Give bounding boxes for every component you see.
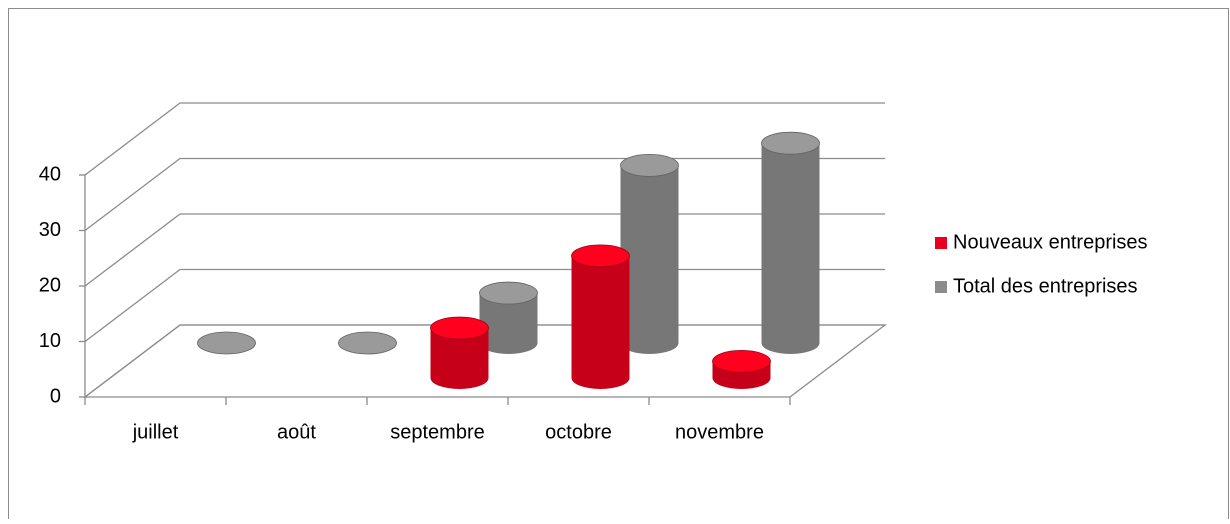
cylinder-part bbox=[430, 316, 489, 340]
x-tick-label: juillet bbox=[132, 421, 179, 443]
x-tick-label: août bbox=[277, 421, 316, 443]
y-tick-label: 20 bbox=[39, 274, 61, 296]
cylinder bbox=[712, 349, 771, 389]
y-tick-label: 30 bbox=[39, 219, 61, 241]
legend-label: Nouveaux entreprises bbox=[953, 231, 1148, 253]
cylinder-part bbox=[338, 331, 397, 355]
cylinder bbox=[479, 281, 538, 355]
x-tick-label: novembre bbox=[675, 421, 764, 443]
cylinder-part bbox=[712, 349, 771, 373]
cylinder-part bbox=[479, 293, 538, 355]
cylinder bbox=[338, 331, 397, 355]
legend-label: Total des entreprises bbox=[953, 275, 1138, 297]
legend-swatch bbox=[935, 281, 947, 293]
cylinder-part bbox=[620, 153, 679, 177]
y-tick-label: 0 bbox=[50, 385, 61, 407]
cylinder-part bbox=[761, 131, 820, 155]
y-tick-label: 10 bbox=[39, 330, 61, 352]
cylinder-part bbox=[571, 244, 630, 268]
cylinder bbox=[571, 244, 630, 389]
x-tick-label: septembre bbox=[390, 421, 485, 443]
cylinder-part bbox=[620, 165, 679, 355]
cylinder-part bbox=[197, 331, 256, 355]
y-tick-label: 40 bbox=[39, 163, 61, 185]
grid-line bbox=[84, 102, 885, 176]
cylinder-part bbox=[430, 328, 489, 389]
cylinder-part bbox=[571, 255, 630, 389]
cylinder-part bbox=[479, 281, 538, 305]
cylinder-part bbox=[761, 143, 820, 355]
cylinder bbox=[430, 316, 489, 389]
cylinder bbox=[761, 131, 820, 355]
x-tick-label: octobre bbox=[545, 421, 612, 443]
cylinder bbox=[197, 331, 256, 355]
legend-swatch bbox=[935, 237, 947, 249]
cylinder bbox=[620, 153, 679, 355]
